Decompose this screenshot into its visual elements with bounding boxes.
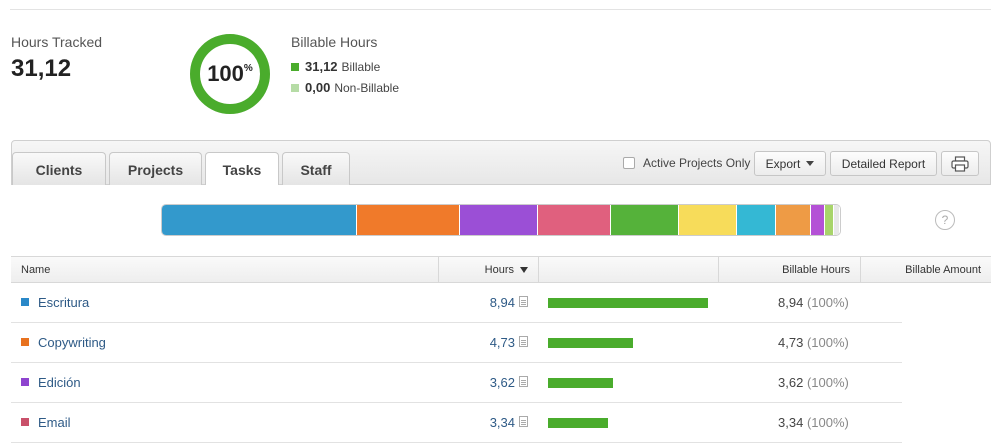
column-header-bar xyxy=(538,257,718,282)
hours-tracked-label: Hours Tracked xyxy=(11,34,103,50)
task-billable-percent: (100%) xyxy=(806,295,849,310)
task-billable-value: 8,94 xyxy=(778,295,804,310)
task-hours-link[interactable]: 4,73 xyxy=(489,335,515,350)
chevron-down-icon xyxy=(806,161,815,166)
task-hours-bar xyxy=(548,378,613,388)
non-billable-legend-swatch xyxy=(291,83,299,92)
billable-value: 31,12 xyxy=(305,59,338,74)
non-billable-value: 0,00 xyxy=(305,80,331,95)
donut-billable-arc xyxy=(190,34,270,114)
table-row: Copywriting 4,73 4,73 (100%) xyxy=(11,323,902,363)
task-hours-bar xyxy=(548,298,708,308)
distribution-segment[interactable] xyxy=(610,205,679,235)
distribution-segment[interactable] xyxy=(356,205,460,235)
task-name-link[interactable]: Edición xyxy=(38,375,81,390)
billable-hours-summary: Billable Hours 31,12 Billable 0,00 Non-B… xyxy=(291,34,399,98)
task-hours-link[interactable]: 3,62 xyxy=(489,375,515,390)
billable-legend-swatch xyxy=(291,62,299,71)
active-projects-label: Active Projects Only xyxy=(643,156,751,170)
top-divider xyxy=(10,9,991,10)
task-billable-hours: 3,62 (100%) xyxy=(778,363,849,402)
billable-donut-chart xyxy=(190,34,270,114)
hours-tracked-summary: Hours Tracked 31,12 xyxy=(11,34,102,83)
column-header-hours-label: Hours xyxy=(484,263,514,276)
document-icon[interactable] xyxy=(519,336,528,347)
active-projects-filter[interactable]: Active Projects Only xyxy=(623,156,750,170)
report-tab-bar: Clients Projects Tasks Staff Active Proj… xyxy=(11,140,991,187)
active-projects-checkbox[interactable] xyxy=(623,157,635,169)
task-billable-hours: 4,73 (100%) xyxy=(778,323,849,362)
column-header-hours[interactable]: Hours xyxy=(438,257,538,282)
distribution-segment[interactable] xyxy=(459,205,539,235)
printer-icon xyxy=(951,155,969,172)
billable-hours-label: Billable Hours xyxy=(291,34,378,50)
non-billable-row: 0,00 Non-Billable xyxy=(291,77,399,98)
distribution-segment[interactable] xyxy=(825,205,835,235)
tab-staff[interactable]: Staff xyxy=(282,152,350,186)
task-color-swatch xyxy=(21,418,29,426)
detailed-report-button[interactable]: Detailed Report xyxy=(830,151,937,176)
task-billable-value: 3,62 xyxy=(778,375,804,390)
distribution-segment[interactable] xyxy=(811,205,825,235)
tab-clients[interactable]: Clients xyxy=(12,152,106,186)
sort-descending-icon xyxy=(520,266,528,273)
distribution-segment[interactable] xyxy=(736,205,776,235)
task-billable-percent: (100%) xyxy=(806,415,849,430)
task-billable-value: 3,34 xyxy=(778,415,804,430)
distribution-segment[interactable] xyxy=(775,205,812,235)
distribution-segment[interactable] xyxy=(162,205,357,235)
task-color-swatch xyxy=(21,298,29,306)
billable-label: Billable xyxy=(341,59,381,74)
table-row: Edición 3,62 3,62 (100%) xyxy=(11,363,902,403)
tab-projects[interactable]: Projects xyxy=(109,152,202,186)
distribution-segment[interactable] xyxy=(678,205,737,235)
document-icon[interactable] xyxy=(519,376,528,387)
tab-tasks[interactable]: Tasks xyxy=(205,152,279,187)
print-button[interactable] xyxy=(941,151,979,176)
task-distribution-bar xyxy=(161,204,841,236)
donut-label: 100% xyxy=(189,33,271,115)
tasks-table-body: Escritura 8,94 8,94 (100%) Copywriting 4… xyxy=(11,283,902,443)
task-hours-link[interactable]: 8,94 xyxy=(489,295,515,310)
task-hours-bar xyxy=(548,418,608,428)
document-icon[interactable] xyxy=(519,296,528,307)
task-distribution-area: ? xyxy=(11,185,991,257)
table-row: Email 3,34 3,34 (100%) xyxy=(11,403,902,443)
billable-row: 31,12 Billable xyxy=(291,56,399,77)
task-billable-percent: (100%) xyxy=(806,375,849,390)
task-color-swatch xyxy=(21,338,29,346)
task-name-link[interactable]: Copywriting xyxy=(38,335,106,350)
task-color-swatch xyxy=(21,378,29,386)
task-billable-value: 4,73 xyxy=(778,335,804,350)
non-billable-label: Non-Billable xyxy=(334,80,400,95)
task-billable-hours: 3,34 (100%) xyxy=(778,403,849,442)
task-billable-hours: 8,94 (100%) xyxy=(778,283,849,322)
table-row: Escritura 8,94 8,94 (100%) xyxy=(11,283,902,323)
donut-percent: 100 xyxy=(207,61,244,86)
hours-tracked-value: 31,12 xyxy=(11,55,72,82)
help-icon[interactable]: ? xyxy=(935,210,955,230)
column-header-name[interactable]: Name xyxy=(21,263,51,276)
distribution-segment[interactable] xyxy=(834,205,840,235)
task-hours-bar xyxy=(548,338,633,348)
task-hours-link[interactable]: 3,34 xyxy=(489,415,515,430)
task-name-link[interactable]: Escritura xyxy=(38,295,90,310)
distribution-segment[interactable] xyxy=(538,205,611,235)
donut-percent-symbol: % xyxy=(243,63,253,74)
column-header-billable-hours[interactable]: Billable Hours xyxy=(718,257,860,282)
document-icon[interactable] xyxy=(519,416,528,427)
task-name-link[interactable]: Email xyxy=(38,415,71,430)
column-header-billable-amount[interactable]: Billable Amount xyxy=(860,257,991,282)
export-button[interactable]: Export xyxy=(754,151,826,176)
task-billable-percent: (100%) xyxy=(806,335,849,350)
table-header: Name Hours Billable Hours Billable Amoun… xyxy=(11,256,991,283)
export-label: Export xyxy=(765,156,801,171)
